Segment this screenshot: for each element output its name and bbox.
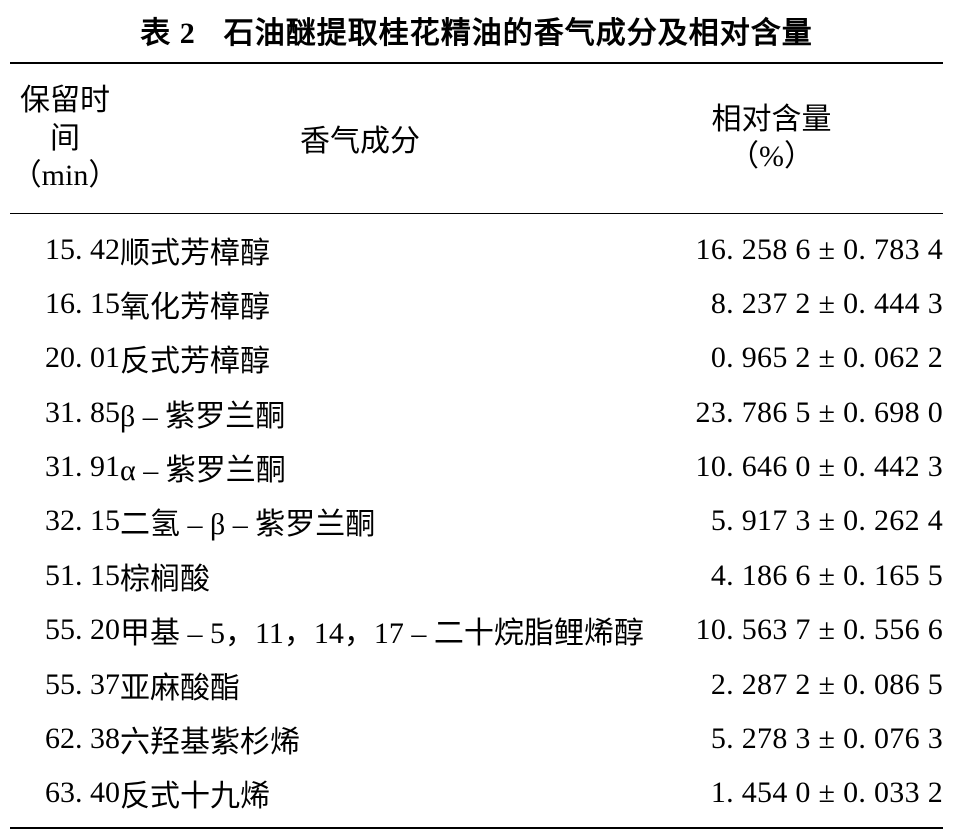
cell-retention-time: 62. 38 <box>10 712 120 766</box>
cell-retention-time: 51. 15 <box>10 549 120 603</box>
table-body: 15. 42顺式芳樟醇16. 258 6 ± 0. 783 416. 15氧化芳… <box>10 213 943 828</box>
cell-retention-time: 55. 20 <box>10 603 120 657</box>
header-amt-line2: （%） <box>729 140 814 173</box>
table-title: 石油醚提取桂花精油的香气成分及相对含量 <box>224 17 813 50</box>
header-rt-paren-open: （ <box>12 159 42 192</box>
table-row: 62. 38六羟基紫杉烯5. 278 3 ± 0. 076 3 <box>10 712 943 766</box>
header-retention-time: 保留时间 （min） <box>10 63 120 213</box>
cell-amount: 4. 186 6 ± 0. 165 5 <box>600 549 943 603</box>
cell-retention-time: 32. 15 <box>10 494 120 548</box>
cell-component: 顺式芳樟醇 <box>120 213 600 277</box>
cell-retention-time: 63. 40 <box>10 766 120 828</box>
cell-retention-time: 31. 85 <box>10 385 120 439</box>
table-row: 31. 85β – 紫罗兰酮23. 786 5 ± 0. 698 0 <box>10 385 943 439</box>
header-component-text: 香气成分 <box>300 125 420 158</box>
cell-retention-time: 16. 15 <box>10 277 120 331</box>
cell-retention-time: 31. 91 <box>10 440 120 494</box>
cell-amount: 16. 258 6 ± 0. 783 4 <box>600 213 943 277</box>
cell-retention-time: 20. 01 <box>10 331 120 385</box>
table-caption: 表 2 石油醚提取桂花精油的香气成分及相对含量 <box>10 8 943 52</box>
header-amt-line1: 相对含量 <box>712 103 832 136</box>
table-row: 55. 37亚麻酸酯2. 287 2 ± 0. 086 5 <box>10 657 943 711</box>
table-number: 表 2 <box>140 17 196 50</box>
cell-component: 反式十九烯 <box>120 766 600 828</box>
table-row: 32. 15二氢 – β – 紫罗兰酮5. 917 3 ± 0. 262 4 <box>10 494 943 548</box>
cell-component: 棕榈酸 <box>120 549 600 603</box>
cell-amount: 8. 237 2 ± 0. 444 3 <box>600 277 943 331</box>
cell-component: 甲基 – 5，11，14，17 – 二十烷脂鲤烯醇 <box>120 603 600 657</box>
cell-amount: 1. 454 0 ± 0. 033 2 <box>600 766 943 828</box>
cell-component: β – 紫罗兰酮 <box>120 385 600 439</box>
cell-amount: 10. 646 0 ± 0. 442 3 <box>600 440 943 494</box>
cell-component: 六羟基紫杉烯 <box>120 712 600 766</box>
cell-retention-time: 55. 37 <box>10 657 120 711</box>
table-row: 15. 42顺式芳樟醇16. 258 6 ± 0. 783 4 <box>10 213 943 277</box>
cell-amount: 0. 965 2 ± 0. 062 2 <box>600 331 943 385</box>
cell-amount: 23. 786 5 ± 0. 698 0 <box>600 385 943 439</box>
cell-amount: 2. 287 2 ± 0. 086 5 <box>600 657 943 711</box>
table-header-row: 保留时间 （min） 香气成分 相对含量 （%） <box>10 63 943 213</box>
cell-component: 二氢 – β – 紫罗兰酮 <box>120 494 600 548</box>
cell-component: 氧化芳樟醇 <box>120 277 600 331</box>
table-row: 63. 40反式十九烯1. 454 0 ± 0. 033 2 <box>10 766 943 828</box>
cell-component: 反式芳樟醇 <box>120 331 600 385</box>
cell-amount: 5. 278 3 ± 0. 076 3 <box>600 712 943 766</box>
cell-component: 亚麻酸酯 <box>120 657 600 711</box>
cell-retention-time: 15. 42 <box>10 213 120 277</box>
page: 表 2 石油醚提取桂花精油的香气成分及相对含量 保留时间 （min） 香气成分 <box>0 0 953 702</box>
cell-amount: 10. 563 7 ± 0. 556 6 <box>600 603 943 657</box>
table-row: 31. 91α – 紫罗兰酮10. 646 0 ± 0. 442 3 <box>10 440 943 494</box>
header-component: 香气成分 <box>120 63 600 213</box>
cell-component: α – 紫罗兰酮 <box>120 440 600 494</box>
table-row: 55. 20甲基 – 5，11，14，17 – 二十烷脂鲤烯醇10. 563 7… <box>10 603 943 657</box>
cell-amount: 5. 917 3 ± 0. 262 4 <box>600 494 943 548</box>
table-row: 16. 15氧化芳樟醇8. 237 2 ± 0. 444 3 <box>10 277 943 331</box>
header-rt-unit: min <box>42 159 89 192</box>
header-rt-paren-close: ） <box>88 159 118 192</box>
header-amount: 相对含量 （%） <box>600 63 943 213</box>
data-table: 保留时间 （min） 香气成分 相对含量 （%） 15. 42顺式芳樟醇16. … <box>10 62 943 829</box>
table-row: 20. 01反式芳樟醇0. 965 2 ± 0. 062 2 <box>10 331 943 385</box>
header-rt-line1: 保留时间 <box>20 84 110 155</box>
table-row: 51. 15棕榈酸4. 186 6 ± 0. 165 5 <box>10 549 943 603</box>
